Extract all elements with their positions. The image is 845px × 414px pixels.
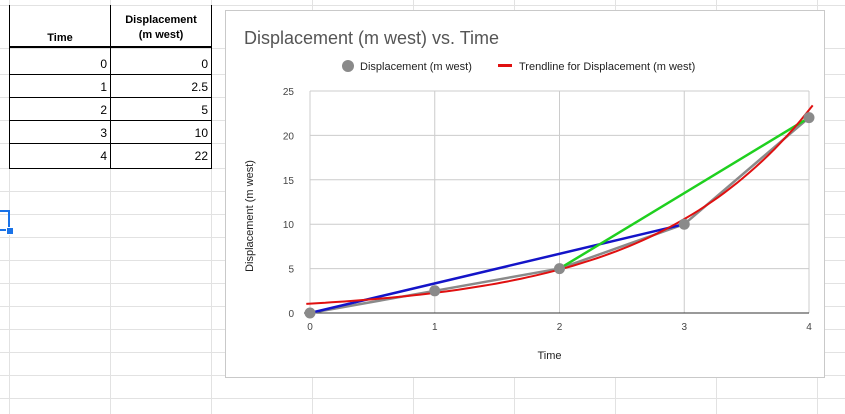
header-displacement-line1: Displacement bbox=[125, 14, 197, 26]
cell-value: 10 bbox=[194, 125, 208, 140]
legend-trendline-label: Trendline for Displacement (m west) bbox=[519, 61, 695, 73]
cell-value: 2.5 bbox=[191, 79, 208, 94]
table-border bbox=[9, 168, 212, 169]
cell-value: 2 bbox=[100, 102, 107, 117]
cell-value: 3 bbox=[100, 125, 107, 140]
cell-time[interactable]: 2 bbox=[10, 98, 110, 121]
cell-displacement[interactable]: 22 bbox=[111, 144, 211, 167]
chart-card[interactable]: Displacement (m west) vs. Time Displaceme… bbox=[225, 10, 825, 378]
header-time[interactable]: Time bbox=[10, 7, 110, 49]
blue-annotation-line bbox=[309, 222, 685, 315]
chart: Displacement (m west) vs. Time Displaceme… bbox=[244, 28, 815, 362]
x-axis-title: Time bbox=[537, 350, 561, 362]
legend-series-label: Displacement (m west) bbox=[360, 61, 472, 73]
green-annotation-line bbox=[558, 116, 810, 270]
table-border bbox=[9, 74, 212, 75]
cell-displacement[interactable]: 5 bbox=[111, 98, 211, 121]
table-border bbox=[9, 5, 10, 169]
table-border bbox=[9, 120, 212, 121]
header-displacement[interactable]: Displacement (m west) bbox=[111, 7, 211, 49]
cell-displacement[interactable]: 10 bbox=[111, 121, 211, 144]
cell-value: 0 bbox=[201, 56, 208, 71]
cell-time[interactable]: 3 bbox=[10, 121, 110, 144]
data-point bbox=[304, 307, 316, 319]
y-tick-label: 15 bbox=[283, 176, 295, 187]
data-point bbox=[678, 218, 690, 230]
cell-time[interactable]: 4 bbox=[10, 144, 110, 167]
x-tick-label: 1 bbox=[432, 322, 438, 333]
data-point bbox=[554, 263, 565, 275]
table-border bbox=[110, 5, 111, 169]
cell-value: 22 bbox=[194, 148, 208, 163]
header-displacement-line2: (m west) bbox=[138, 29, 184, 41]
y-tick-label: 10 bbox=[283, 220, 295, 231]
cell-value: 0 bbox=[100, 56, 107, 71]
y-tick-label: 0 bbox=[288, 309, 294, 320]
data-point bbox=[803, 112, 815, 124]
y-tick-label: 5 bbox=[288, 265, 294, 276]
cell-value: 5 bbox=[201, 102, 208, 117]
data-point bbox=[429, 285, 441, 297]
legend-series-marker bbox=[342, 60, 354, 72]
y-tick-label: 25 bbox=[283, 87, 295, 98]
x-tick-label: 0 bbox=[307, 322, 313, 333]
x-tick-label: 3 bbox=[681, 322, 687, 333]
legend-trendline-marker bbox=[498, 64, 512, 67]
cell-time[interactable]: 0 bbox=[10, 52, 110, 75]
y-tick-label: 20 bbox=[283, 131, 295, 142]
table-border bbox=[9, 97, 212, 98]
fill-handle[interactable] bbox=[6, 227, 14, 235]
cell-value: 4 bbox=[100, 148, 107, 163]
table-border bbox=[9, 143, 212, 144]
header-time-label: Time bbox=[47, 32, 73, 44]
x-tick-label: 2 bbox=[557, 322, 563, 333]
cell-time[interactable]: 1 bbox=[10, 75, 110, 98]
table-border bbox=[211, 5, 212, 169]
chart-title: Displacement (m west) vs. Time bbox=[244, 28, 499, 48]
x-tick-label: 4 bbox=[806, 322, 812, 333]
cell-value: 1 bbox=[100, 79, 107, 94]
selected-cell[interactable] bbox=[0, 210, 10, 231]
table-border bbox=[9, 46, 212, 48]
cell-displacement[interactable]: 0 bbox=[111, 52, 211, 75]
cell-displacement[interactable]: 2.5 bbox=[111, 75, 211, 98]
y-axis-title: Displacement (m west) bbox=[244, 160, 256, 272]
